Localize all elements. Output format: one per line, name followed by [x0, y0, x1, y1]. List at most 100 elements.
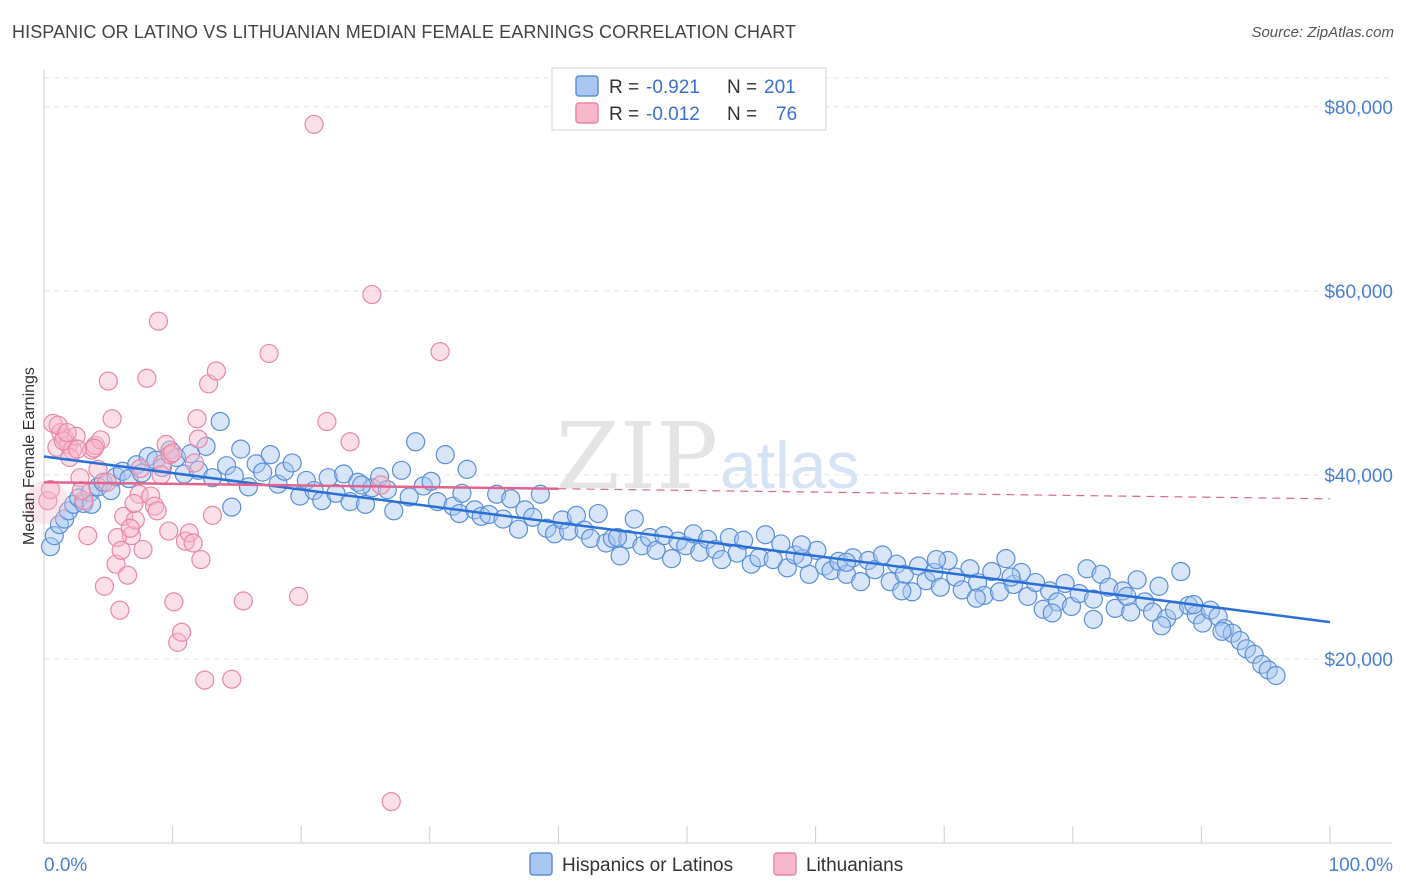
- lithuanian-point-58: [71, 480, 91, 501]
- hispanic-point-37: [282, 453, 302, 473]
- hispanic-point-92: [683, 524, 704, 544]
- hispanic-point-66: [493, 509, 513, 529]
- hispanic-point-75: [559, 521, 579, 541]
- hispanic-point-27: [210, 411, 230, 432]
- hispanic-point-78: [580, 528, 601, 549]
- hispanic-point-142: [1047, 592, 1067, 612]
- hispanic-point-0: [40, 537, 61, 557]
- chart-title: HISPANIC OR LATINO VS LITHUANIAN MEDIAN …: [12, 22, 797, 42]
- hispanic-point-152: [1121, 602, 1141, 622]
- bottom-legend-swatch-hispanic: [529, 852, 553, 876]
- y-tick-label-2: $40,000: [1324, 466, 1393, 487]
- hispanic-point-28: [217, 456, 237, 476]
- hispanic-point-85: [632, 536, 652, 556]
- trend-lines: [43, 455, 1331, 624]
- legend-n-value-lithuanian: 76: [776, 104, 797, 125]
- lithuanian-point-15: [98, 371, 118, 391]
- hispanic-point-1: [44, 526, 64, 546]
- hispanic-point-129: [952, 580, 972, 600]
- legend-r-value-hispanic: -0.921: [646, 77, 700, 98]
- hispanic-point-97: [719, 527, 740, 548]
- hispanic-point-174: [222, 497, 242, 517]
- hispanic-point-149: [1099, 577, 1119, 597]
- lithuanian-point-48: [304, 114, 324, 134]
- hispanic-point-184: [1083, 609, 1103, 629]
- lithuanian-point-62: [147, 501, 167, 521]
- hispanic-point-147: [1083, 589, 1103, 609]
- hispanic-point-181: [966, 588, 986, 608]
- lithuanian-point-25: [137, 368, 157, 388]
- lithuanian-point-40: [195, 670, 215, 690]
- hispanic-point-79: [588, 503, 608, 524]
- hispanic-point-169: [1244, 644, 1264, 664]
- bottom-legend-swatch-lithuanian: [773, 852, 797, 876]
- hispanic-point-100: [741, 554, 761, 574]
- lithuanian-point-46: [259, 343, 279, 364]
- hispanic-point-18: [146, 450, 166, 470]
- hispanic-point-89: [661, 549, 682, 569]
- watermark-atlas: atlas: [720, 428, 859, 502]
- x-tick-labels: 0.0% 100.0%: [44, 855, 1393, 876]
- lithuanian-point-44: [222, 669, 242, 689]
- hispanic-point-188: [1212, 621, 1232, 641]
- legend-bottom: Hispanics or Latinos Lithuanians: [529, 852, 903, 876]
- legend-r-value-lithuanian: -0.012: [646, 104, 700, 125]
- legend-n-label-lithuanian: N =: [727, 104, 757, 125]
- hispanic-point-180: [926, 549, 947, 570]
- hispanic-point-102: [755, 525, 776, 545]
- hispanic-point-99: [733, 530, 754, 550]
- hispanic-point-176: [607, 527, 628, 548]
- lithuanian-cluster-marker: [24, 480, 69, 525]
- hispanic-point-183: [1042, 603, 1062, 623]
- lithuanian-point-64: [188, 429, 208, 449]
- x-tick-label-1: 100.0%: [1329, 855, 1394, 876]
- lithuanian-point-24: [133, 539, 153, 560]
- lithuanian-point-53: [381, 791, 401, 812]
- legend-top: R = -0.921 N = 201 R = -0.012 N = 76: [551, 67, 827, 131]
- source-credit: Source: ZipAtlas.com: [1251, 24, 1394, 41]
- lithuanian-point-42: [202, 505, 223, 525]
- hispanic-point-177: [791, 535, 812, 555]
- lithuanian-point-45: [233, 591, 253, 611]
- lithuanian-point-18: [110, 600, 130, 620]
- hispanic-point-82: [610, 546, 630, 566]
- hispanic-point-30: [231, 439, 251, 459]
- lithuanian-point-47: [289, 586, 309, 606]
- lithuanian-point-70: [40, 480, 61, 500]
- hispanic-point-150: [1105, 598, 1125, 618]
- hispanic-point-155: [1142, 602, 1163, 622]
- lithuanian-point-61: [124, 493, 144, 514]
- hispanic-point-122: [902, 582, 922, 602]
- hispanic-point-68: [508, 519, 529, 539]
- lithuanian-point-74: [57, 422, 77, 443]
- lithuanian-point-51: [362, 284, 382, 305]
- hispanic-point-33: [253, 462, 273, 482]
- lithuanian-point-50: [340, 432, 360, 452]
- lithuanian-point-28: [148, 311, 169, 331]
- hispanic-point-121: [894, 564, 914, 584]
- y-axis-label: Median Female Earnings: [21, 367, 38, 545]
- lithuanian-point-21: [121, 526, 142, 546]
- lithuanian-point-0: [38, 491, 58, 511]
- lithuanian-point-34: [172, 622, 192, 642]
- hispanic-point-146: [1077, 559, 1097, 579]
- hispanic-point-126: [930, 577, 950, 597]
- bottom-legend-label-hispanic: Hispanics or Latinos: [562, 855, 733, 876]
- legend-swatch-hispanic: [575, 75, 599, 97]
- hispanic-point-153: [1127, 570, 1147, 590]
- lithuanian-point-32: [164, 592, 184, 612]
- y-tick-labels: $80,000 $60,000 $40,000 $20,000: [1324, 98, 1393, 671]
- lithuanian-point-68: [184, 453, 205, 473]
- hispanic-point-87: [646, 540, 666, 560]
- hispanic-point-132: [974, 585, 994, 606]
- watermark-zip: ZIP: [556, 403, 718, 510]
- hispanic-point-84: [624, 509, 644, 529]
- hispanic-point-108: [799, 564, 819, 584]
- lithuanian-point-33: [168, 632, 188, 652]
- lithuanian-point-10: [78, 526, 98, 546]
- hispanic-point-179: [892, 581, 912, 601]
- hispanic-point-67: [501, 489, 521, 509]
- hispanic-point-124: [916, 571, 936, 591]
- lithuanian-point-67: [151, 465, 171, 485]
- bottom-legend-label-lithuanian: Lithuanians: [806, 855, 903, 876]
